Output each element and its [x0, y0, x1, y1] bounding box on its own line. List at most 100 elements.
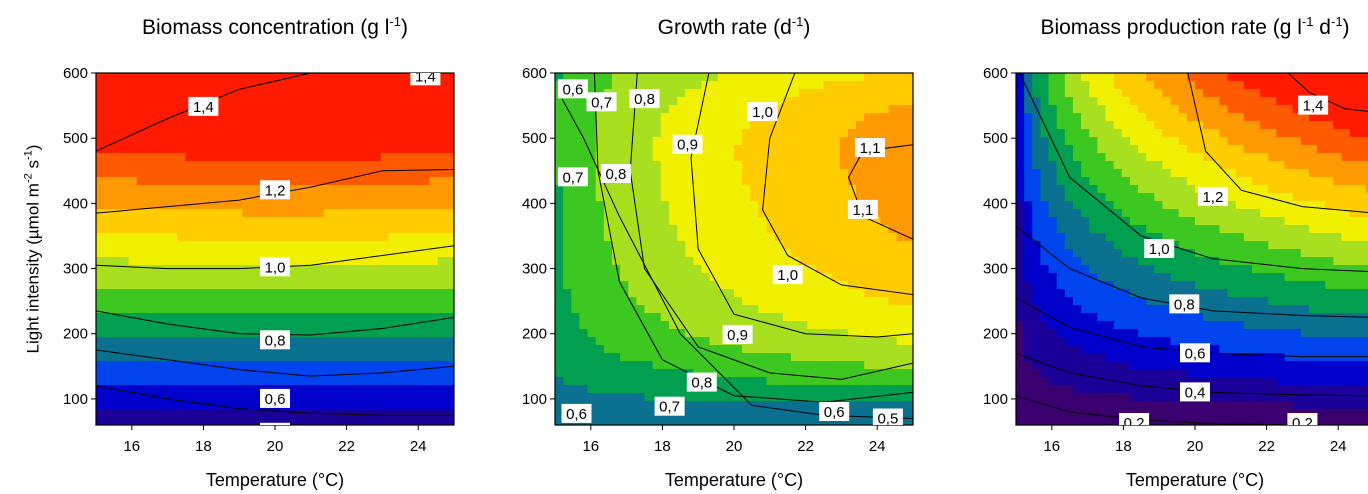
- contour-line-1-0: [1019, 73, 1368, 273]
- svg-text:0,6: 0,6: [265, 391, 286, 408]
- y-tick-label: 300: [983, 261, 1008, 278]
- y-tick-label: 200: [522, 326, 547, 343]
- contour-line-0-6: [96, 349, 454, 377]
- svg-text:0,9: 0,9: [727, 327, 748, 344]
- contour-line-1-4: [96, 73, 454, 152]
- contour-label: 0,7: [586, 92, 617, 112]
- y-axis-label: Light intensity (µmol m-2 s-1): [22, 144, 43, 354]
- contour-panel-3: 16 18 20 22 24 100 200 300 400 500 600 1,4 1,2 1,0 0,8…: [983, 65, 1368, 455]
- svg-text:0,6: 0,6: [562, 81, 583, 98]
- y-tick-label: 600: [63, 65, 88, 82]
- contour-panel-2: 16 18 20 22 24 100 200 300 400 500 600 0,6 0,7 0,8 1,0…: [522, 65, 914, 455]
- x-axis-label-panel-1: Temperature (°C): [205, 470, 345, 490]
- svg-text:0,7: 0,7: [659, 399, 680, 416]
- y-tick-label: 400: [522, 195, 547, 212]
- svg-text:1,4: 1,4: [415, 68, 436, 85]
- x-tick-label: 20: [1187, 438, 1204, 455]
- y-tick-label: 300: [522, 261, 547, 278]
- y-tick-label: 500: [983, 130, 1008, 147]
- contour-line-0-6: [1016, 297, 1368, 358]
- x-tick-label: 20: [726, 438, 743, 455]
- contour-label: 0,8: [260, 330, 290, 350]
- svg-text:0,6: 0,6: [824, 404, 845, 421]
- x-tick-label: 20: [267, 438, 284, 455]
- x-tick-label: 16: [1043, 438, 1060, 455]
- y-tick-label: 500: [63, 130, 88, 147]
- contour-label: 1,0: [747, 102, 778, 122]
- x-tick-label: 18: [1115, 438, 1132, 455]
- x-tick-label: 24: [1330, 438, 1347, 455]
- svg-text:1,4: 1,4: [193, 99, 214, 116]
- svg-text:0,7: 0,7: [562, 169, 583, 186]
- panel-title-biomass-production-rate: Biomass production rate (g l-1 d-1): [1040, 14, 1350, 39]
- contour-label: 0,4: [260, 422, 290, 442]
- contour-label: 1,0: [772, 265, 803, 285]
- contour-label: 0,2: [1287, 413, 1318, 425]
- x-tick-label: 24: [869, 438, 886, 455]
- svg-text:1,2: 1,2: [265, 182, 286, 199]
- svg-text:0,6: 0,6: [566, 406, 587, 423]
- contour-label: 0,7: [557, 167, 588, 187]
- svg-text:0,4: 0,4: [265, 425, 286, 442]
- contour-label: 1,0: [1144, 239, 1175, 258]
- contour-label: 0,5: [872, 408, 903, 428]
- x-tick-label: 22: [797, 438, 814, 455]
- contour-line-0-4: [96, 385, 454, 416]
- x-tick-label: 22: [1258, 438, 1275, 455]
- contour-label: 0,9: [672, 134, 703, 154]
- y-tick-label: 100: [983, 391, 1008, 408]
- y-tick-label: 100: [522, 391, 547, 408]
- contour-label: 0,8: [686, 372, 717, 392]
- contour-label: 0,6: [561, 403, 592, 423]
- svg-text:0,7: 0,7: [591, 94, 612, 111]
- x-tick-label: 16: [123, 438, 140, 455]
- svg-text:1,0: 1,0: [777, 267, 798, 284]
- svg-text:0,9: 0,9: [677, 137, 698, 154]
- contour-line-0-2: [1016, 395, 1368, 425]
- svg-text:0,8: 0,8: [634, 91, 655, 108]
- panel-title-biomass-concentration: Biomass concentration (g l-1): [141, 14, 409, 39]
- x-tick-label: 24: [410, 438, 427, 455]
- contour-line-0-9: [690, 73, 913, 338]
- contour-label: 0,6: [260, 388, 290, 408]
- contour-fill: [96, 73, 454, 425]
- contour-label: 0,8: [600, 164, 631, 183]
- contour-label: 0,9: [722, 325, 753, 344]
- contour-label: 1,4: [410, 68, 441, 86]
- contour-line-1-0: [762, 73, 913, 296]
- x-tick-label: 22: [338, 438, 355, 455]
- contour-label: 0,8: [1169, 294, 1200, 314]
- x-axis-label-panel-3: Temperature (°C): [1125, 470, 1265, 490]
- contour-panel-1: 16 18 20 22 24 100 200 300 400 500 600 1,4 1,4 1,2 1,0…: [63, 65, 455, 455]
- contour-label: 1,1: [855, 138, 885, 157]
- svg-text:1,0: 1,0: [752, 104, 773, 121]
- contour-label: 0,7: [654, 396, 685, 416]
- x-tick-label: 18: [654, 438, 671, 455]
- x-axis-label-panel-2: Temperature (°C): [664, 470, 804, 490]
- contour-label: 1,1: [847, 199, 878, 219]
- svg-text:0,5: 0,5: [877, 411, 898, 428]
- contour-label: 1,2: [1197, 186, 1228, 206]
- contour-line-1-2: [1187, 73, 1368, 214]
- y-tick-label: 500: [522, 130, 547, 147]
- contour-label: 1,0: [260, 257, 290, 277]
- contour-line-0-4: [1016, 352, 1368, 397]
- svg-text:1,1: 1,1: [852, 202, 873, 219]
- svg-text:0,8: 0,8: [691, 375, 712, 392]
- contour-label: 1,4: [1298, 95, 1329, 115]
- x-tick-label: 16: [582, 438, 599, 455]
- contour-label: 0,4: [1180, 382, 1210, 402]
- svg-text:0,8: 0,8: [265, 332, 286, 349]
- y-tick-label: 300: [63, 261, 88, 278]
- contour-label: 1,2: [260, 180, 290, 200]
- x-tick-label: 18: [195, 438, 212, 455]
- y-tick-label: 100: [63, 391, 88, 408]
- contour-label: 1,4: [188, 96, 219, 116]
- y-tick-label: 400: [983, 195, 1008, 212]
- y-tick-label: 200: [63, 326, 88, 343]
- y-tick-label: 600: [522, 65, 547, 82]
- contour-fill: [555, 73, 913, 425]
- y-tick-label: 600: [983, 65, 1008, 82]
- svg-text:1,0: 1,0: [265, 259, 286, 276]
